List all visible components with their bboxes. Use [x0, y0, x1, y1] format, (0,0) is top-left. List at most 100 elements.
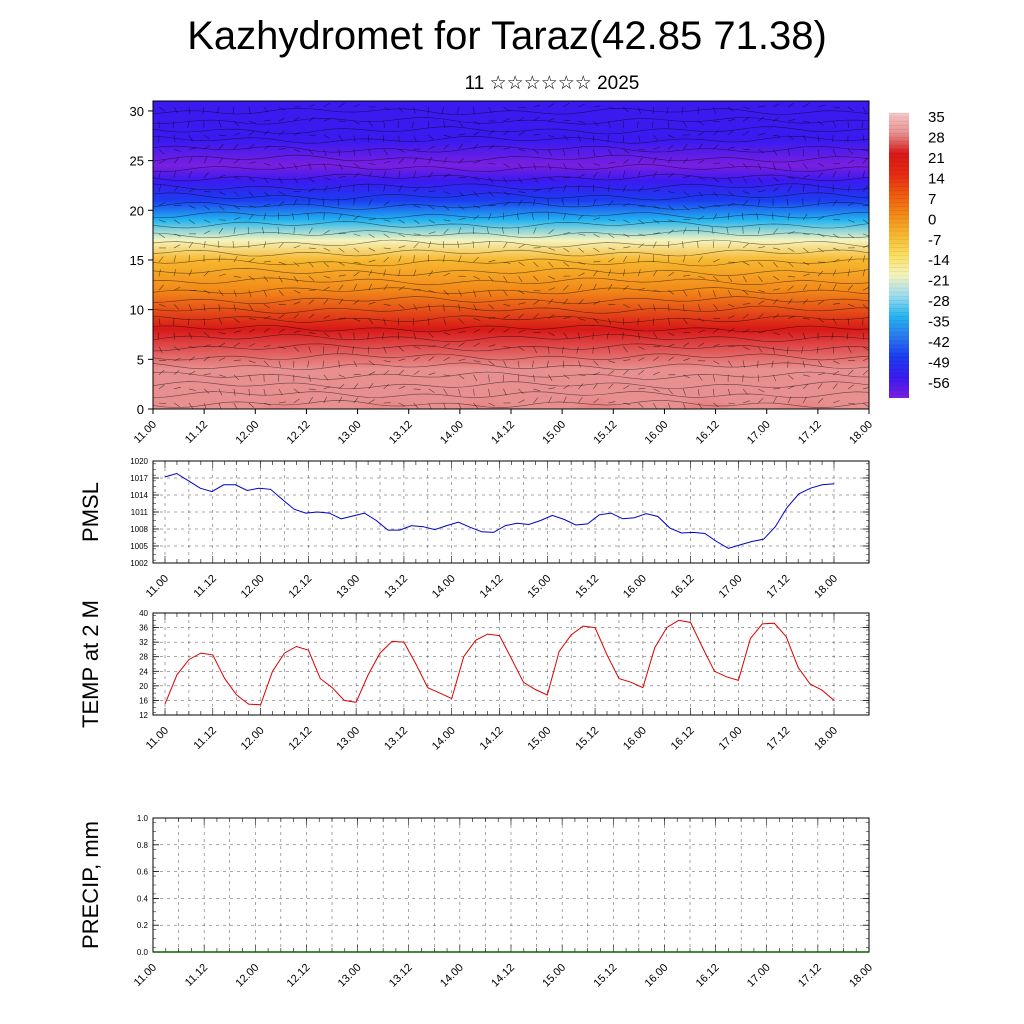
wind-barb [638, 243, 644, 249]
wind-barb [756, 212, 759, 220]
wind-barb [518, 131, 525, 136]
wind-barb [712, 388, 715, 396]
wind-barb [787, 346, 789, 354]
wind-barb [593, 398, 600, 404]
wind-barb [547, 198, 549, 206]
contour-line [153, 400, 869, 409]
series-line [164, 472, 835, 549]
wind-barb [713, 360, 720, 365]
wind-barb [293, 289, 301, 294]
wind-barb [233, 290, 237, 297]
wind-barb [413, 157, 418, 164]
wind-barb [443, 290, 449, 296]
wind-barb [668, 144, 674, 150]
wind-barb [802, 332, 806, 340]
wind-barb [832, 283, 837, 291]
wind-barb [203, 145, 210, 150]
wind-barb [488, 259, 496, 263]
y-tick-label: 0 [137, 402, 144, 417]
wind-barb [698, 120, 705, 126]
wind-barb [503, 191, 510, 196]
x-tick-label: 17.12 [764, 725, 792, 753]
contour-line [153, 287, 869, 295]
wind-barb [862, 369, 869, 376]
wind-barb [653, 356, 660, 361]
wind-barb [743, 148, 751, 151]
wind-barb [533, 388, 541, 392]
wind-barb [518, 244, 525, 249]
contour-line [153, 353, 869, 361]
wind-barb [713, 205, 721, 207]
wind-barb [682, 227, 687, 234]
wind-barb [682, 255, 686, 263]
wind-barb [443, 191, 451, 195]
wind-barb [653, 135, 658, 141]
wind-barb [427, 106, 429, 115]
wind-barb [368, 301, 376, 305]
wind-barb [413, 370, 420, 376]
wind-barb [817, 233, 825, 237]
wind-barb [323, 261, 329, 268]
wind-barb [503, 261, 511, 264]
wind-barb [683, 218, 691, 221]
wind-barb [323, 102, 330, 108]
contour-line [153, 362, 869, 370]
wind-barb [636, 121, 639, 129]
wind-barb [323, 298, 329, 305]
wind-barb [413, 346, 421, 349]
wind-barb [847, 346, 852, 353]
wind-barb [683, 191, 690, 196]
wind-barb [263, 275, 269, 282]
wind-barb [802, 247, 809, 253]
wind-barb [398, 285, 405, 291]
wind-barb [293, 275, 299, 283]
wind-barb [832, 258, 840, 263]
wind-barb [817, 198, 820, 206]
wind-barb [832, 302, 841, 305]
wind-barb [862, 157, 868, 164]
wind-barb [368, 259, 376, 263]
wind-barb [503, 290, 508, 297]
wind-barb [292, 212, 295, 220]
wind-barb [338, 396, 343, 404]
wind-barb [533, 275, 539, 282]
wind-barb [593, 163, 601, 166]
wind-barb [758, 132, 765, 136]
wind-barb [623, 269, 626, 277]
wind-barb [441, 106, 444, 114]
x-tick-label: 14.00 [430, 573, 458, 601]
wind-barb [203, 270, 210, 277]
wind-barb [188, 157, 193, 164]
wind-barb [698, 159, 705, 164]
x-tick-label: 12.12 [285, 419, 313, 447]
wind-barb [832, 360, 840, 364]
wind-barb [323, 118, 331, 122]
wind-barb [548, 103, 555, 108]
wind-barb [188, 371, 196, 376]
wind-barb [862, 255, 866, 263]
wind-barb [488, 317, 496, 319]
wind-barb [533, 163, 537, 171]
y-tick-label: 1011 [131, 508, 149, 517]
wind-barb [608, 149, 613, 156]
wind-barb [338, 374, 346, 378]
warm-cell [754, 339, 851, 409]
wind-barb [293, 116, 300, 122]
wind-barb [488, 144, 495, 150]
wind-barb [593, 318, 599, 324]
wind-barb [457, 240, 459, 248]
wind-barb [457, 106, 459, 114]
wind-barb [563, 232, 571, 235]
wind-barb [263, 177, 269, 184]
wind-barb [263, 388, 266, 396]
x-tick-label: 16.12 [669, 725, 697, 753]
wind-barb [862, 219, 869, 224]
wind-barb [833, 106, 841, 109]
wind-barb [352, 346, 355, 354]
wind-barb [353, 397, 359, 404]
wind-barb [308, 313, 315, 319]
wind-barb [683, 318, 688, 325]
wind-barb [263, 290, 267, 297]
wind-barb [712, 290, 716, 297]
x-tick-label: 11.12 [183, 419, 210, 446]
